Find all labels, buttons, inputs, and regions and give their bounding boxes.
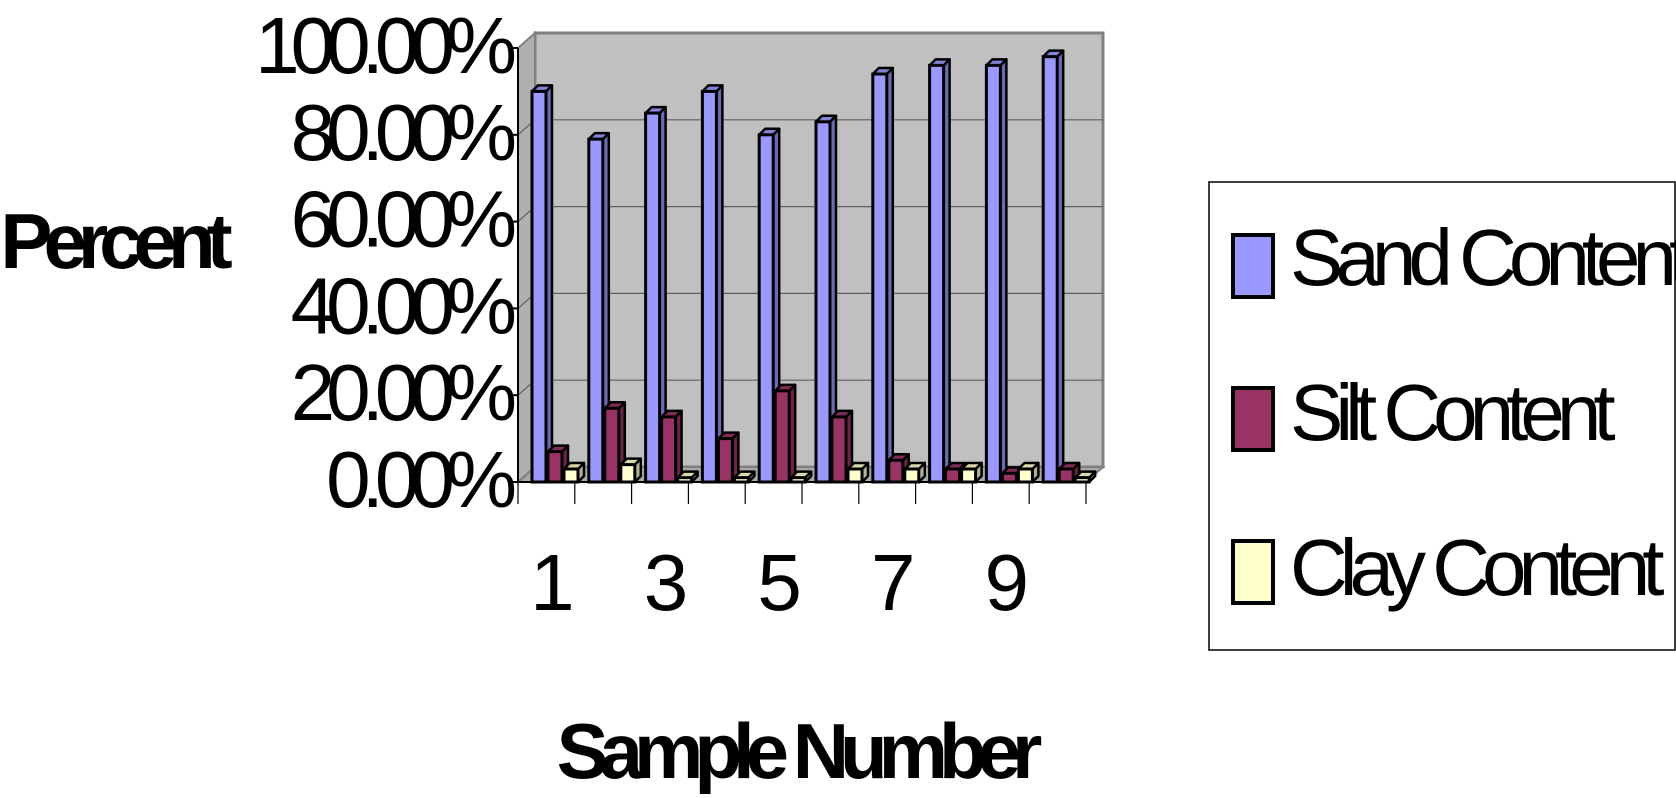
y-axis-ticks: 0.00%20.00%40.00%60.00%80.00%100.00%	[255, 1, 524, 524]
bar-sand-content-10	[1041, 49, 1065, 484]
bar-front	[562, 467, 580, 484]
bar-clay-content-3	[676, 470, 699, 484]
y-tick-label: 100.00%	[255, 1, 515, 90]
bar-sand-content-1	[530, 84, 554, 484]
y-axis-title: Percent	[0, 197, 232, 285]
bar-clay-content-7	[903, 461, 927, 484]
bar-clay-content-8	[960, 461, 983, 484]
bar-front	[944, 467, 962, 484]
bar-clay-content-2	[619, 457, 643, 484]
y-tick-label: 40.00%	[291, 261, 515, 350]
bar-front	[1000, 471, 1018, 484]
bar-front	[1057, 467, 1075, 484]
bar-sand-content-7	[871, 66, 895, 484]
x-tick-label: 3	[644, 538, 689, 627]
bar-front	[530, 89, 548, 484]
legend-label-silt: Silt Content	[1290, 368, 1615, 457]
x-axis-title: Sample Number	[557, 707, 1042, 795]
y-tick-label: 80.00%	[291, 88, 515, 177]
bar-clay-content-10	[1073, 470, 1097, 484]
bar-front	[660, 415, 678, 484]
bar-front	[603, 406, 621, 484]
bar-silt-content-5	[773, 383, 797, 484]
bar-series-group	[530, 49, 1097, 484]
bar-front	[887, 458, 905, 484]
y-tick-label: 0.00%	[326, 435, 515, 524]
bar-front	[773, 389, 791, 484]
y-tick-label: 20.00%	[291, 348, 515, 437]
bar-front	[757, 133, 775, 484]
bar-clay-content-9	[1016, 461, 1040, 484]
x-tick-label: 5	[757, 538, 802, 627]
bar-clay-content-5	[789, 470, 813, 484]
bar-front	[871, 72, 889, 484]
bar-front	[546, 450, 564, 484]
bar-front	[716, 437, 734, 484]
bar-front	[960, 467, 978, 484]
bar-front	[984, 63, 1002, 484]
bar-front	[700, 89, 718, 484]
legend-swatch-silt	[1231, 386, 1275, 452]
x-tick-label: 9	[985, 538, 1030, 627]
y-tick-label: 60.00%	[291, 175, 515, 264]
bar-front	[830, 415, 848, 484]
bar-front	[846, 467, 864, 484]
bar-silt-content-4	[716, 431, 740, 484]
bar-sand-content-2	[587, 131, 611, 484]
legend-label-sand: Sand Content	[1290, 213, 1676, 302]
legend-box	[1208, 181, 1676, 651]
bar-front	[814, 120, 832, 484]
bar-front	[903, 467, 921, 484]
bar-silt-content-3	[660, 409, 683, 484]
bar-clay-content-6	[846, 461, 870, 484]
x-tick-label: 1	[530, 538, 575, 627]
legend: Sand Content Silt Content Clay Content	[1208, 181, 1676, 651]
legend-label-clay: Clay Content	[1290, 523, 1664, 612]
x-tick-label: 7	[871, 538, 916, 627]
bar-front	[1041, 55, 1059, 484]
bar-clay-content-1	[562, 461, 586, 484]
bar-front	[1016, 467, 1034, 484]
bar-clay-content-4	[732, 470, 756, 484]
bar-front	[619, 463, 637, 484]
legend-swatch-clay	[1231, 539, 1275, 605]
bar-sand-content-9	[984, 58, 1008, 484]
bar-sand-content-4	[700, 84, 724, 484]
bar-front	[928, 63, 946, 484]
bar-front	[644, 111, 662, 484]
legend-swatch-sand	[1231, 233, 1275, 299]
bar-front	[587, 137, 605, 484]
bar-sand-content-8	[928, 58, 951, 484]
